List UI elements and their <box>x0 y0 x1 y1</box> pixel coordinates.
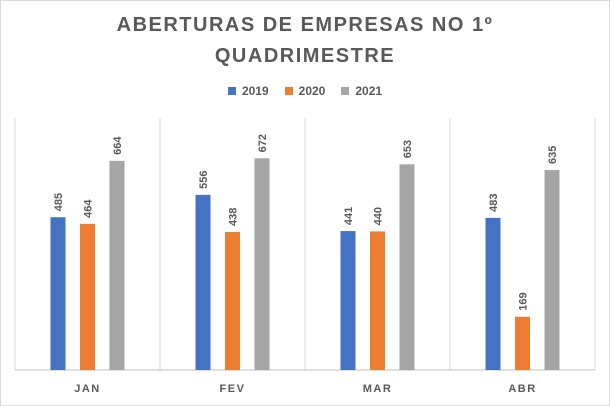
data-label-jan-2020: 464 <box>83 199 95 218</box>
data-label-fev-2019: 556 <box>198 171 210 189</box>
data-label-abr-2021: 635 <box>547 146 559 164</box>
x-tick-label-abr: ABR <box>508 383 536 395</box>
legend-item-2019: 2019 <box>227 84 269 98</box>
legend-swatch-2019 <box>227 87 236 95</box>
bar-fev-2021 <box>254 158 270 370</box>
data-label-mar-2019: 441 <box>343 207 355 225</box>
bar-abr-2019 <box>485 217 501 370</box>
bar-mar-2019 <box>340 231 356 370</box>
legend-item-2020: 2020 <box>284 84 326 98</box>
chart-title: ABERTURAS DE EMPRESAS NO 1º QUADRIMESTRE <box>0 10 610 72</box>
bar-jan-2020 <box>80 223 95 370</box>
data-label-abr-2020: 169 <box>518 292 530 310</box>
bar-fev-2020 <box>225 232 240 370</box>
bar-mar-2020 <box>370 231 385 370</box>
legend-item-2021: 2021 <box>341 84 382 98</box>
x-tick-label-mar: MAR <box>363 383 393 395</box>
legend: 2019 2020 2021 <box>0 84 610 98</box>
data-label-fev-2021: 672 <box>257 134 269 152</box>
legend-swatch-2021 <box>341 87 350 95</box>
chart-title-line-2: QUADRIMESTRE <box>214 45 396 67</box>
x-tick-label-jan: JAN <box>74 383 101 395</box>
data-label-mar-2020: 440 <box>373 207 385 225</box>
legend-label-2019: 2019 <box>241 84 269 98</box>
bar-jan-2019 <box>50 217 66 370</box>
legend-label-2021: 2021 <box>355 84 383 98</box>
bar-fev-2019 <box>195 194 211 370</box>
legend-swatch-2020 <box>284 87 293 95</box>
data-label-jan-2021: 664 <box>112 136 124 155</box>
data-label-jan-2019: 485 <box>53 193 65 211</box>
chart-title-line-1: ABERTURAS DE EMPRESAS NO 1º <box>116 14 494 36</box>
legend-label-2020: 2020 <box>298 84 326 98</box>
data-label-abr-2019: 483 <box>488 193 500 211</box>
bar-mar-2021 <box>399 164 415 370</box>
x-tick-label-fev: FEV <box>220 383 246 395</box>
bar-abr-2020 <box>515 316 530 370</box>
bar-jan-2021 <box>109 160 125 370</box>
data-label-fev-2020: 438 <box>228 208 240 226</box>
bar-abr-2021 <box>544 169 560 370</box>
data-label-mar-2021: 653 <box>402 140 414 158</box>
